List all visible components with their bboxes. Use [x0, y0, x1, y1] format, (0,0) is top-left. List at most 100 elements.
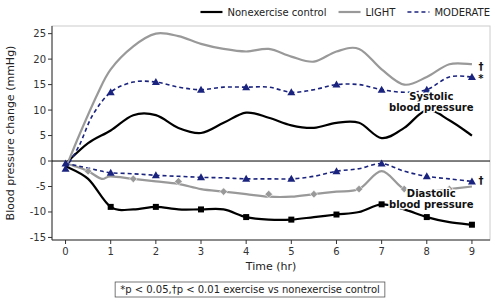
series-line	[66, 110, 472, 164]
legend-swatch	[339, 11, 361, 13]
square-marker	[288, 217, 294, 223]
diamond-marker	[310, 190, 318, 198]
legend-item: MODERATE	[407, 7, 490, 18]
y-tick-label: -10	[30, 206, 46, 217]
annotations: Systolicblood pressureDiastolicblood pre…	[389, 61, 484, 210]
x-tick-label: 3	[198, 246, 204, 257]
x-tick	[201, 240, 202, 244]
x-tick-label: 6	[333, 246, 339, 257]
triangle-marker	[378, 160, 386, 167]
annotation: †	[478, 175, 483, 186]
annotation: Diastolicblood pressure	[389, 188, 474, 210]
series-line	[66, 76, 472, 169]
legend-label: LIGHT	[366, 7, 397, 18]
y-tick-label: 0	[40, 156, 46, 167]
legend-swatch	[407, 11, 429, 13]
square-marker	[379, 201, 385, 207]
x-tick-label: 0	[62, 246, 68, 257]
y-tick	[48, 237, 52, 238]
y-tick	[48, 110, 52, 111]
series-line	[66, 164, 472, 182]
x-tick	[426, 240, 427, 244]
square-marker	[469, 222, 475, 228]
triangle-marker	[152, 171, 160, 178]
x-axis-line	[52, 240, 490, 241]
annotation-line: blood pressure	[389, 102, 474, 113]
x-tick-label: 1	[108, 246, 114, 257]
annotation: Systolicblood pressure	[389, 91, 474, 113]
x-tick-label: 4	[243, 246, 249, 257]
annotation-line: *	[478, 73, 484, 84]
triangle-marker	[62, 160, 70, 167]
x-tick	[65, 240, 66, 244]
x-tick	[246, 240, 247, 244]
y-tick-label: 15	[33, 79, 46, 90]
legend-label: Nonexercise control	[227, 7, 326, 18]
footnote-box	[115, 282, 385, 297]
triangle-marker	[468, 73, 476, 80]
y-axis-line	[52, 26, 53, 240]
x-tick	[336, 240, 337, 244]
legend: Nonexercise control LIGHT MODERATE	[200, 7, 490, 18]
triangle-marker	[242, 83, 250, 90]
square-marker	[153, 204, 159, 210]
y-tick	[48, 135, 52, 136]
y-tick-label: -5	[36, 181, 46, 192]
triangle-marker	[197, 173, 205, 180]
y-tick-label: -15	[30, 232, 46, 243]
annotation-line: Systolic	[409, 91, 453, 102]
diamond-marker	[84, 167, 92, 175]
plot-area	[62, 33, 476, 228]
triangle-marker	[332, 167, 340, 174]
x-axis-label: Time (hr)	[245, 260, 297, 273]
annotation-line: †	[478, 61, 483, 72]
legend-swatch	[200, 11, 222, 13]
legend-item: Nonexercise control	[200, 7, 326, 18]
y-tick	[48, 186, 52, 187]
triangle-marker	[468, 177, 476, 184]
series-line	[66, 166, 472, 225]
series-line	[66, 33, 472, 169]
annotation: *	[478, 73, 484, 84]
ticks: -15-10-505101520250123456789	[30, 28, 475, 257]
x-tick	[381, 240, 382, 244]
y-tick-label: 20	[33, 54, 46, 65]
triangle-marker	[287, 88, 295, 95]
chart: -15-10-505101520250123456789Time (hr)Blo…	[0, 0, 500, 304]
triangle-marker	[242, 175, 250, 182]
y-tick-label: 10	[33, 105, 46, 116]
x-tick-label: 7	[378, 246, 384, 257]
x-tick	[471, 240, 472, 244]
x-tick-label: 8	[424, 246, 430, 257]
triangle-marker	[197, 86, 205, 93]
diamond-marker	[220, 188, 228, 196]
triangle-marker	[107, 88, 115, 95]
footnote: *p < 0.05,†p < 0.01 exercise vs nonexerc…	[120, 284, 380, 295]
annotation-line: †	[478, 175, 483, 186]
x-tick-label: 9	[469, 246, 475, 257]
diamond-marker	[175, 178, 183, 186]
y-tick	[48, 161, 52, 162]
x-tick	[291, 240, 292, 244]
x-tick	[110, 240, 111, 244]
legend-label: MODERATE	[434, 7, 490, 18]
diamond-marker	[265, 190, 273, 198]
y-tick-label: 25	[33, 28, 46, 39]
footnote-group: *p < 0.05,†p < 0.01 exercise vs nonexerc…	[115, 282, 385, 297]
y-tick-label: 5	[40, 130, 46, 141]
y-axis-label: Blood pressure change (mmHg)	[4, 46, 17, 221]
zero-line	[52, 161, 490, 162]
diamond-marker	[355, 185, 363, 193]
y-tick	[48, 211, 52, 212]
annotation-line: blood pressure	[389, 199, 474, 210]
square-marker	[198, 206, 204, 212]
diamond-marker	[129, 175, 137, 183]
square-marker	[108, 204, 114, 210]
triangle-marker	[107, 169, 115, 176]
annotation-line: Diastolic	[407, 188, 456, 199]
square-marker	[243, 214, 249, 220]
triangle-marker	[378, 86, 386, 93]
triangle-marker	[287, 175, 295, 182]
y-tick	[48, 84, 52, 85]
x-tick-label: 5	[288, 246, 294, 257]
